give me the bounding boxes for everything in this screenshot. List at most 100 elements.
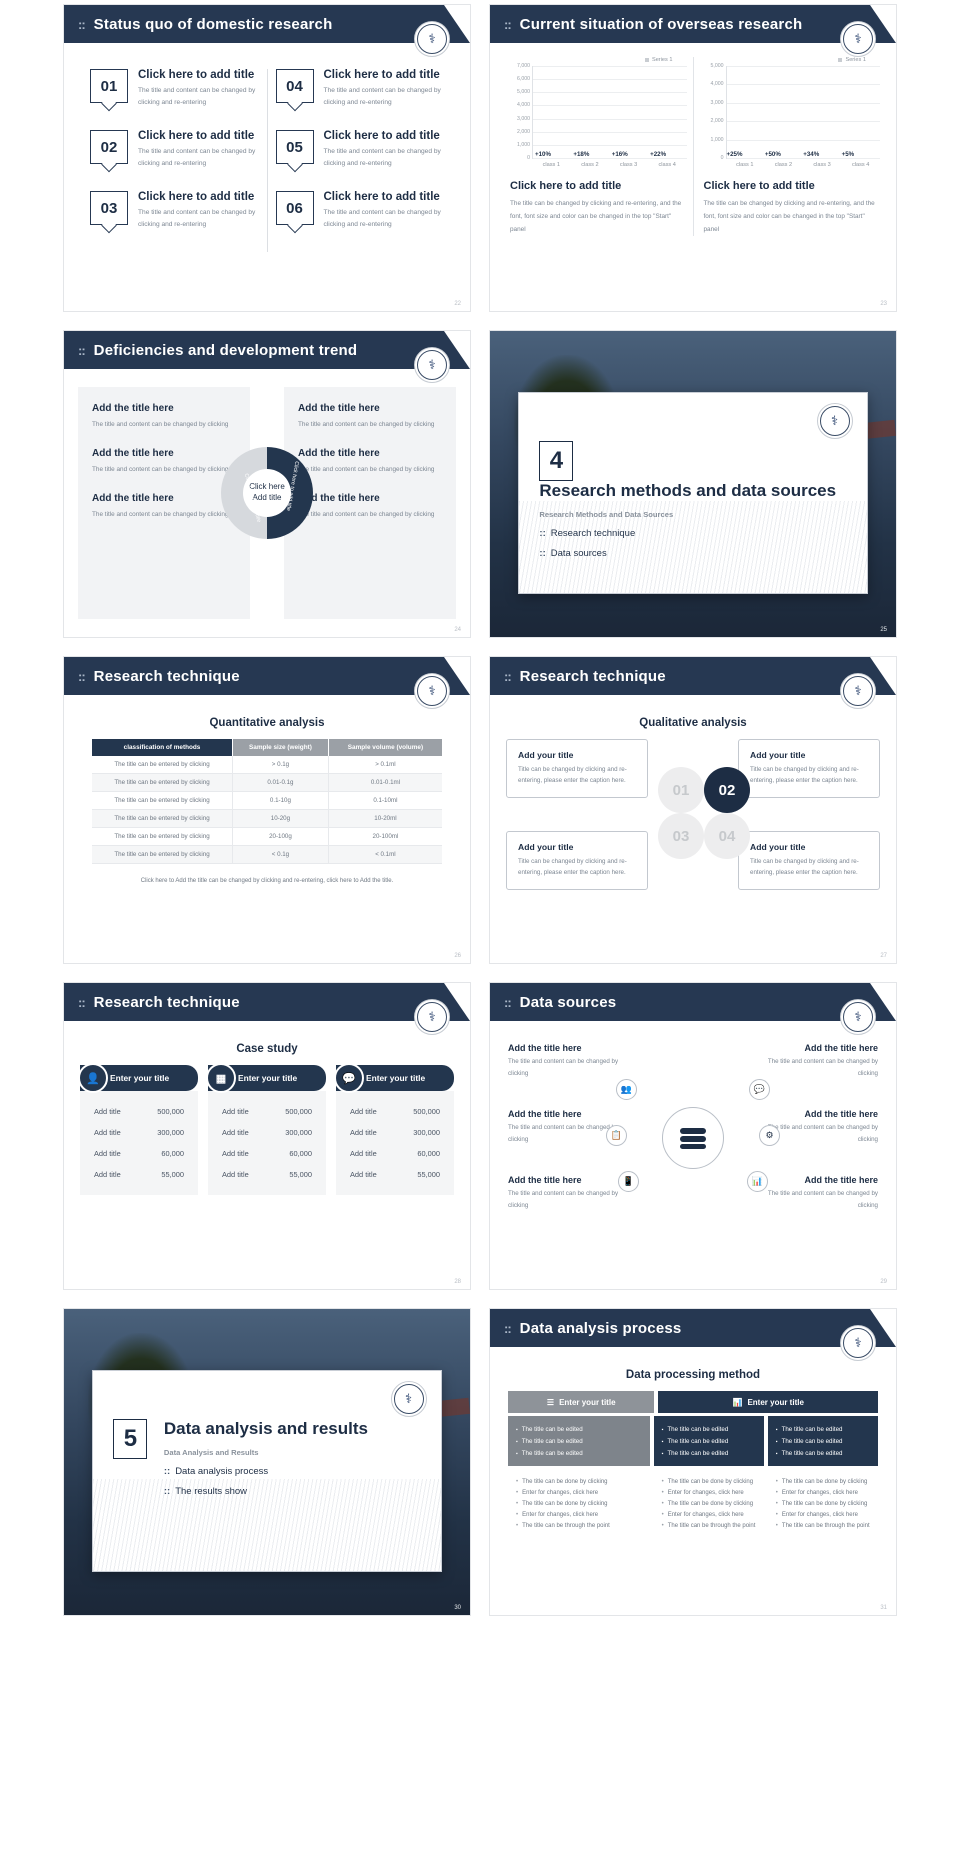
settings-doc-icon[interactable]: ⚙	[759, 1125, 780, 1146]
case-row: Add title 55,000	[220, 1164, 314, 1185]
qual-box-1[interactable]: Add your title Title can be changed by c…	[506, 739, 648, 798]
page-number: 28	[454, 1279, 461, 1285]
slide-quantitative-analysis[interactable]: :: Research technique ⚕ Quantitative ana…	[63, 656, 471, 964]
step-circle-04[interactable]: 04	[704, 813, 750, 859]
wave-decoration	[519, 501, 867, 594]
list-item[interactable]: 06 Click here to add title The title and…	[275, 191, 445, 230]
section-bullet[interactable]: ::Data sources	[539, 548, 836, 559]
y-tick: 1,000	[517, 141, 530, 148]
slide-header: :: Status quo of domestic research	[64, 5, 470, 43]
footnote-line: The title can be through the point	[516, 1520, 642, 1531]
process-tab-1[interactable]: ☰ Enter your title	[508, 1391, 655, 1413]
source-item-2[interactable]: Add the title here The title and content…	[508, 1109, 628, 1146]
source-title: Add the title here	[508, 1109, 582, 1119]
table-row[interactable]: The title can be entered by clicking 0.1-…	[92, 791, 442, 810]
slide-case-study[interactable]: :: Research technique ⚕ Case study 👤 Ent…	[63, 982, 471, 1290]
source-item-1[interactable]: Add the title here The title and content…	[508, 1043, 628, 1080]
chart-report-icon[interactable]: 📊	[747, 1171, 768, 1192]
process-footnotes: The title can be done by clicking Enter …	[508, 1474, 878, 1533]
dots-icon: ::	[539, 548, 545, 559]
source-item-3[interactable]: Add the title here The title and content…	[508, 1175, 628, 1212]
process-tab-2[interactable]: 📊 Enter your title	[658, 1391, 878, 1413]
qual-box-2[interactable]: Add your title Title can be changed by c…	[738, 739, 880, 798]
seal-inner: ⚕	[417, 350, 447, 380]
section-bullet[interactable]: :: Data analysis process	[164, 1466, 368, 1477]
table-row[interactable]: The title can be entered by clicking 10-2…	[92, 809, 442, 828]
case-row: Add title 500,000	[92, 1101, 186, 1122]
source-item-5[interactable]: Add the title here The title and content…	[758, 1109, 878, 1146]
table-row[interactable]: The title can be entered by clicking > 0.…	[92, 756, 442, 774]
item-number-badge: 02	[90, 130, 128, 165]
legend-swatch-icon	[838, 57, 843, 62]
survey-icon[interactable]: 📋	[606, 1125, 627, 1146]
case-card-3[interactable]: 💬 Enter your title Add title 500,000 Add …	[334, 1063, 454, 1195]
list-item[interactable]: 01 Click here to add title The title and…	[90, 69, 259, 108]
cell-volume: 0.1-10ml	[328, 791, 442, 810]
step-circle-03[interactable]: 03	[658, 813, 704, 859]
source-desc: The title and content can be changed by …	[508, 1124, 619, 1143]
slide-status-quo-domestic-research[interactable]: :: Status quo of domestic research ⚕ 01 …	[63, 4, 471, 312]
people-icon[interactable]: 👥	[616, 1079, 637, 1100]
list-item[interactable]: 03 Click here to add title The title and…	[90, 191, 259, 230]
item-desc: The title and content can be changed by …	[138, 148, 256, 167]
page-number: 31	[880, 1605, 887, 1611]
list-item[interactable]: 02 Click here to add title The title and…	[90, 130, 259, 169]
section-text-block: Research methods and data sources Resear…	[539, 481, 836, 559]
dots-icon: ::	[78, 994, 86, 1010]
legend-swatch-icon	[644, 57, 649, 62]
slide-data-sources[interactable]: :: Data sources ⚕ Add the title here The…	[489, 982, 897, 1290]
table-row[interactable]: The title can be entered by clicking < 0.…	[92, 845, 442, 864]
y-tick: 2,000	[517, 128, 530, 135]
ring-center-line2: Add title	[252, 493, 282, 502]
section-subtitle: Data Analysis and Results	[163, 1447, 259, 1457]
quantitative-table: classification of methods Sample size (w…	[92, 739, 442, 864]
row-value: 55,000	[161, 1170, 184, 1179]
slide-section-research-methods[interactable]: ⚕ 4 Research methods and data sources Re…	[489, 330, 897, 638]
case-card-1[interactable]: 👤 Enter your title Add title 500,000 Add …	[78, 1063, 198, 1195]
cell-weight: 0.01-0.1g	[232, 773, 330, 792]
seal-inner: ⚕	[843, 24, 873, 54]
source-item-6[interactable]: Add the title here The title and content…	[758, 1175, 878, 1212]
section-bullet[interactable]: ::The results show	[164, 1486, 368, 1497]
comment-icon[interactable]: 💬	[749, 1079, 770, 1100]
item-title: Click here to add title	[323, 191, 440, 204]
column-right: 04 Click here to add title The title and…	[268, 69, 453, 252]
qual-box-3[interactable]: Add your title Title can be changed by c…	[506, 831, 648, 890]
university-seal-logo: ⚕	[816, 403, 853, 440]
growth-label: +10%	[535, 151, 551, 158]
table-row[interactable]: The title can be entered by clicking 20-1…	[92, 827, 442, 846]
row-value: 300,000	[285, 1128, 312, 1137]
dots-icon: ::	[504, 1320, 512, 1336]
row-label: Add title	[350, 1149, 377, 1158]
slide-header: :: Current situation of overseas researc…	[490, 5, 896, 43]
list-item[interactable]: 05 Click here to add title The title and…	[275, 130, 445, 169]
step-circle-02[interactable]: 02	[704, 767, 750, 813]
plot-area: +10% +18% +16% +22%	[532, 66, 687, 159]
footnote-col-2: The title can be done by clicking Enter …	[654, 1474, 764, 1533]
footnote-line: The title can be through the point	[662, 1520, 756, 1531]
source-item-4[interactable]: Add the title here The title and content…	[758, 1043, 878, 1080]
dots-icon: ::	[539, 528, 545, 539]
item-desc: The title and content can be changed by …	[323, 209, 441, 228]
slide-data-analysis-process[interactable]: :: Data analysis process ⚕ Data processi…	[489, 1308, 897, 1616]
footnote-line: The title can be done by clicking	[776, 1498, 870, 1509]
section-bullet[interactable]: ::Research technique	[539, 528, 836, 539]
y-tick: 0	[720, 155, 724, 161]
slide-qualitative-analysis[interactable]: :: Research technique ⚕ Qualitative anal…	[489, 656, 897, 964]
table-row[interactable]: The title can be entered by clicking 0.01…	[92, 773, 442, 792]
case-row: Add title 300,000	[92, 1122, 186, 1143]
mobile-data-icon[interactable]: 📱	[618, 1171, 639, 1192]
slide-section-data-analysis[interactable]: ⚕ 5 Data analysis and results Data Analy…	[63, 1308, 471, 1616]
case-card-2[interactable]: ▦ Enter your title Add title 500,000 Add …	[206, 1063, 326, 1195]
qual-box-4[interactable]: Add your title Title can be changed by c…	[738, 831, 880, 890]
section-number: 4	[539, 441, 574, 482]
list-item[interactable]: 04 Click here to add title The title and…	[275, 69, 445, 108]
slide-deficiencies-development-trend[interactable]: :: Deficiencies and development trend ⚕ …	[63, 330, 471, 638]
step-circle-01[interactable]: 01	[658, 767, 704, 813]
case-row: Add title 500,000	[348, 1101, 442, 1122]
divider-card: ⚕ 4 Research methods and data sources Re…	[518, 392, 868, 595]
item-desc: The title and content can be changed by …	[323, 87, 441, 106]
slide-overseas-research[interactable]: :: Current situation of overseas researc…	[489, 4, 897, 312]
cell-line: The title can be edited	[776, 1423, 870, 1435]
row-label: Add title	[94, 1170, 121, 1179]
